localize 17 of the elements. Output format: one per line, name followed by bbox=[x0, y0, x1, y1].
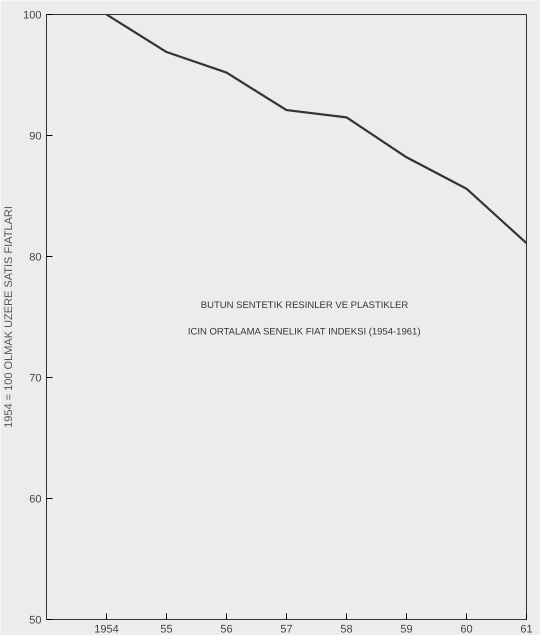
annotation: BUTUN SENTETIK RESINLER VE PLASTIKLER bbox=[200, 300, 408, 311]
y-tick-label: 90 bbox=[29, 130, 42, 142]
y-axis-title: 1954 = 100 OLMAK UZERE SATIS FIATLARI bbox=[3, 206, 16, 428]
x-tick-label: 57 bbox=[280, 624, 293, 636]
x-tick-label: 55 bbox=[160, 624, 173, 636]
y-tick-label: 80 bbox=[29, 252, 42, 264]
x-tick-label: 59 bbox=[400, 624, 413, 636]
annotation: ICIN ORTALAMA SENELIK FIAT INDEKSI (1954-1961) bbox=[188, 326, 420, 338]
y-tick-label: 50 bbox=[29, 614, 42, 626]
x-tick-label: 1954 bbox=[94, 624, 119, 636]
x-tick-label: 56 bbox=[220, 624, 233, 636]
x-tick-label: 60 bbox=[460, 624, 473, 636]
x-tick-label: 58 bbox=[340, 624, 353, 636]
y-tick-label: 70 bbox=[29, 372, 42, 384]
y-tick-label: 60 bbox=[29, 494, 42, 506]
x-tick-label: 61 bbox=[520, 624, 533, 636]
y-tick-label: 100 bbox=[23, 10, 42, 22]
